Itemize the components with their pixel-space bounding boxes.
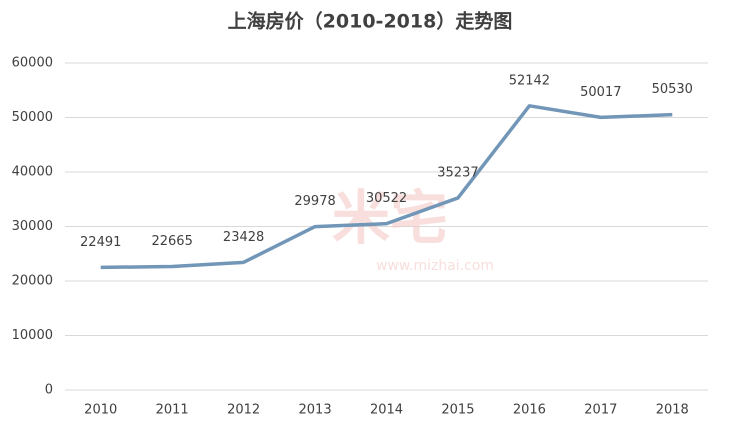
data-label: 22665 (151, 234, 192, 249)
x-tick-label: 2011 (156, 403, 189, 418)
x-tick-label: 2014 (370, 403, 403, 418)
watermark: www.mizhai.com (376, 258, 494, 274)
y-tick-label: 40000 (12, 165, 53, 180)
data-label: 22491 (80, 235, 121, 250)
x-tick-label: 2012 (227, 403, 260, 418)
data-label: 52142 (509, 73, 550, 88)
y-tick-label: 60000 (12, 56, 53, 71)
watermark: 米宅 (332, 184, 448, 252)
chart-title: 上海房价（2010-2018）走势图 (228, 10, 513, 33)
y-tick-label: 30000 (12, 219, 53, 234)
data-label: 35237 (437, 165, 478, 180)
data-label: 23428 (223, 230, 264, 245)
data-label: 50530 (652, 82, 693, 97)
x-tick-label: 2017 (584, 403, 617, 418)
data-label: 30522 (366, 191, 407, 206)
x-tick-label: 2010 (84, 403, 117, 418)
data-label: 29978 (294, 194, 335, 209)
x-tick-label: 2013 (299, 403, 332, 418)
line (100, 104, 673, 270)
x-tick-label: 2015 (441, 403, 474, 418)
x-tick-label: 2018 (656, 403, 689, 418)
x-tick-label: 2016 (513, 403, 546, 418)
y-tick-label: 0 (45, 383, 53, 398)
y-tick-label: 20000 (12, 274, 53, 289)
y-tick-label: 10000 (12, 328, 53, 343)
y-tick-label: 50000 (12, 110, 53, 125)
data-label: 50017 (580, 85, 621, 100)
